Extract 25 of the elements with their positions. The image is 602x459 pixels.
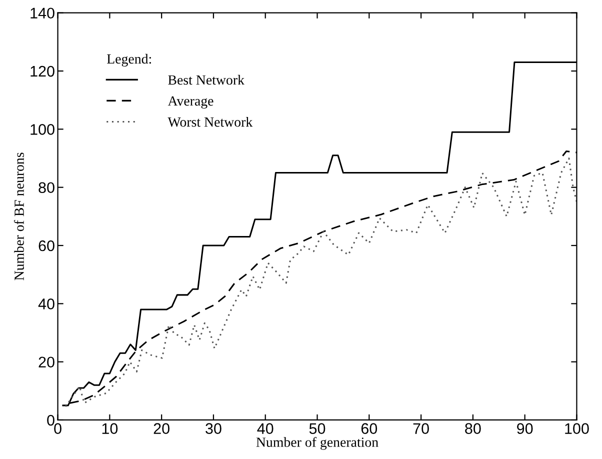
x-tick-label: 20 <box>154 423 170 434</box>
legend-label: Best Network <box>168 74 244 85</box>
x-tick-label: 100 <box>565 423 589 434</box>
legend-title: Legend: <box>107 54 151 66</box>
y-axis-title: Number of BF neurons <box>14 152 24 280</box>
x-tick-label: 80 <box>465 423 481 434</box>
legend-label: Worst Network <box>168 116 253 127</box>
y-tick-label: 0 <box>47 414 54 426</box>
x-tick-label: 70 <box>413 423 429 434</box>
y-tick-label: 80 <box>38 182 54 194</box>
x-tick-label: 10 <box>102 423 118 434</box>
y-tick-label: 40 <box>38 298 54 310</box>
x-tick-label: 90 <box>517 423 533 434</box>
y-tick-label: 20 <box>38 356 54 368</box>
x-tick-label: 40 <box>257 423 274 434</box>
x-tick-label: 30 <box>206 423 222 434</box>
y-tick-label: 100 <box>30 124 54 135</box>
x-tick-label: 0 <box>54 423 62 434</box>
y-tick-label: 140 <box>30 8 54 19</box>
x-tick-label: 50 <box>309 423 326 434</box>
legend-label: Average <box>168 96 214 109</box>
y-tick-label: 120 <box>30 66 54 77</box>
x-tick-label: 60 <box>361 423 378 434</box>
y-tick-label: 60 <box>38 240 54 252</box>
x-axis-title: Number of generation <box>256 437 378 450</box>
